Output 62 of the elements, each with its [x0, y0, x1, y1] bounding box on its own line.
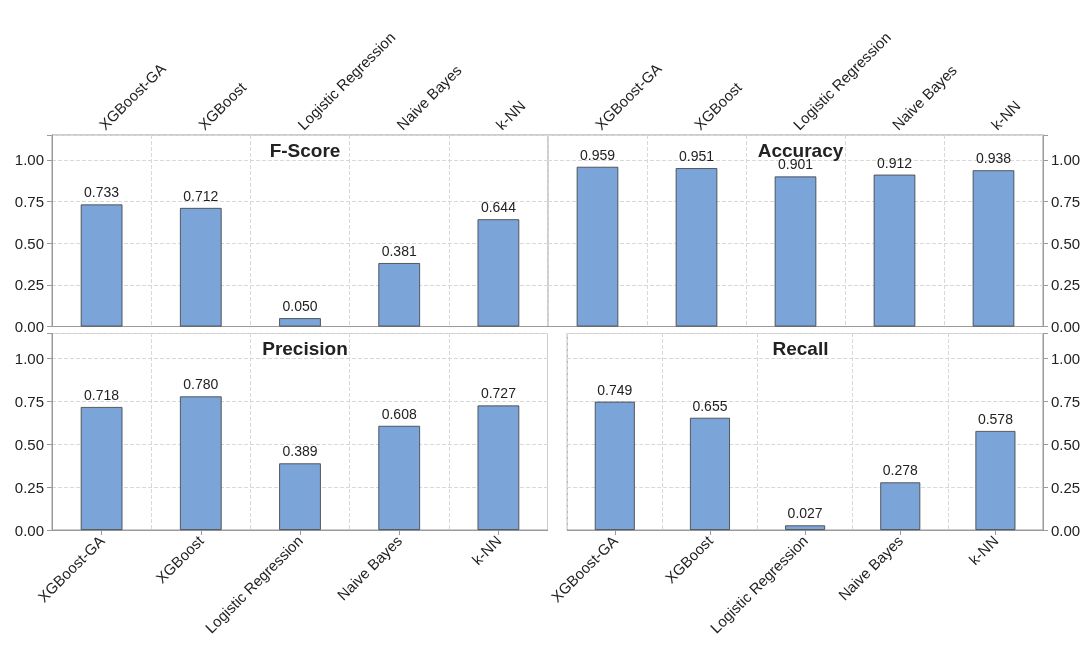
y-tick-label: 0.50 — [1051, 234, 1081, 252]
bar — [594, 401, 635, 530]
bar — [179, 396, 222, 530]
data-label: 0.655 — [692, 397, 728, 414]
y-tick-label: 0.25 — [14, 478, 44, 496]
data-label: 0.749 — [597, 381, 633, 398]
bar — [576, 166, 619, 327]
y-tick-label: 0.75 — [14, 193, 44, 211]
bar — [279, 318, 321, 327]
data-label: 0.608 — [381, 405, 417, 422]
y-tick-label: 0.25 — [14, 276, 44, 294]
y-tick-label: 0.75 — [1051, 393, 1081, 411]
data-label: 0.389 — [282, 443, 318, 460]
data-label: 0.027 — [787, 505, 823, 522]
y-tick-label: 1.00 — [14, 350, 44, 368]
bar — [378, 263, 421, 327]
data-label: 0.644 — [480, 199, 517, 216]
y-tick-label: 0.50 — [14, 435, 44, 453]
bar — [477, 219, 520, 327]
bar — [689, 417, 730, 530]
bar — [378, 425, 421, 530]
data-label: 0.050 — [282, 298, 318, 315]
bar — [873, 174, 916, 327]
y-tick-label: 0.00 — [14, 521, 44, 539]
data-label: 0.959 — [579, 146, 616, 163]
bar — [880, 482, 921, 530]
y-tick-label: 0.75 — [1051, 193, 1081, 211]
data-label: 0.951 — [678, 148, 715, 165]
data-label: 0.278 — [882, 462, 918, 479]
bar — [80, 407, 123, 530]
data-label: 0.712 — [183, 187, 219, 204]
data-label: 0.780 — [183, 376, 219, 393]
y-tick-label: 0.00 — [1051, 521, 1081, 539]
bar — [179, 207, 222, 327]
chart-title: Recall — [772, 338, 829, 359]
bar — [80, 204, 123, 327]
data-label: 0.938 — [975, 150, 1012, 167]
data-label: 0.578 — [977, 410, 1014, 427]
bar — [477, 405, 520, 530]
y-tick-label: 0.25 — [1051, 478, 1081, 496]
data-label: 0.718 — [84, 387, 120, 403]
bar — [774, 176, 817, 327]
y-tick-label: 1.00 — [14, 151, 44, 169]
bar — [975, 430, 1016, 530]
y-tick-label: 0.50 — [14, 234, 44, 252]
bar — [972, 170, 1015, 327]
chart-title: Precision — [262, 338, 348, 359]
y-tick-label: 0.00 — [14, 318, 44, 335]
y-tick-label: 0.00 — [1051, 318, 1081, 335]
bar — [279, 463, 321, 530]
y-tick-label: 0.50 — [1051, 435, 1081, 453]
bar — [785, 525, 826, 530]
data-label: 0.727 — [480, 385, 517, 402]
data-label: 0.912 — [876, 154, 913, 171]
y-tick-label: 0.75 — [14, 393, 44, 411]
bar — [675, 168, 718, 327]
y-tick-label: 0.25 — [1051, 276, 1081, 294]
data-label: 0.381 — [381, 243, 417, 260]
y-tick-label: 1.00 — [1051, 350, 1081, 368]
data-label: 0.733 — [84, 184, 120, 201]
chart-title: F-Score — [269, 140, 341, 161]
y-tick-label: 1.00 — [1051, 151, 1081, 169]
